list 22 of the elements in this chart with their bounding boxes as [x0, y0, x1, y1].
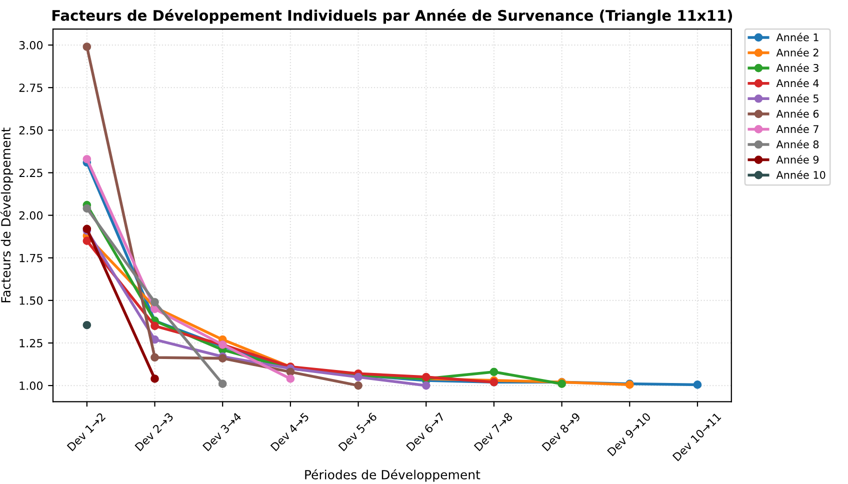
y-tick-label: 2.00 [19, 211, 43, 220]
chart-title: Facteurs de Développement Individuels par Année de Survenance (Triangle 11x11) [52, 9, 732, 24]
legend-label: Année 8 [776, 140, 819, 148]
y-tick-label: 2.25 [19, 168, 42, 178]
legend-label: Année 5 [776, 94, 818, 102]
x-axis-title: Périodes de Développement [305, 469, 480, 482]
legend-label: Année 10 [776, 170, 826, 179]
y-tick-label: 1.75 [20, 254, 42, 262]
y-tick-label: 2.50 [19, 126, 43, 135]
y-tick-label: 1.00 [20, 382, 43, 390]
legend-label: Année 9 [776, 155, 819, 164]
legend-label: Année 1 [776, 32, 818, 42]
y-tick-label: 3.00 [19, 41, 43, 50]
y-tick-label: 1.50 [20, 296, 43, 305]
y-tick-label: 1.25 [20, 338, 42, 348]
y-axis-title: Facteurs de Développement [0, 128, 13, 302]
legend-label: Année 3 [776, 63, 818, 72]
legend-label: Année 4 [776, 78, 819, 88]
legend-label: Année 2 [776, 48, 818, 57]
legend-label: Année 6 [776, 109, 819, 118]
legend-label: Année 7 [776, 124, 818, 134]
y-tick-label: 2.75 [19, 84, 42, 92]
